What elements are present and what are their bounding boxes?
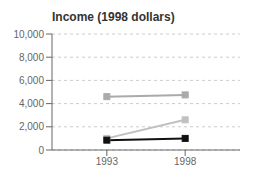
svg-text:10,000: 10,000 (13, 29, 44, 40)
svg-text:6,000: 6,000 (19, 75, 44, 86)
html-text:Income (1998 dollars): Income (1998 dollars) (52, 10, 175, 24)
svg-text:0: 0 (38, 145, 44, 156)
svg-text:2,000: 2,000 (19, 121, 44, 132)
svg-text:1998: 1998 (174, 156, 197, 167)
svg-text:4,000: 4,000 (19, 98, 44, 109)
svg-text:1993: 1993 (96, 156, 119, 167)
svg-text:8,000: 8,000 (19, 52, 44, 63)
